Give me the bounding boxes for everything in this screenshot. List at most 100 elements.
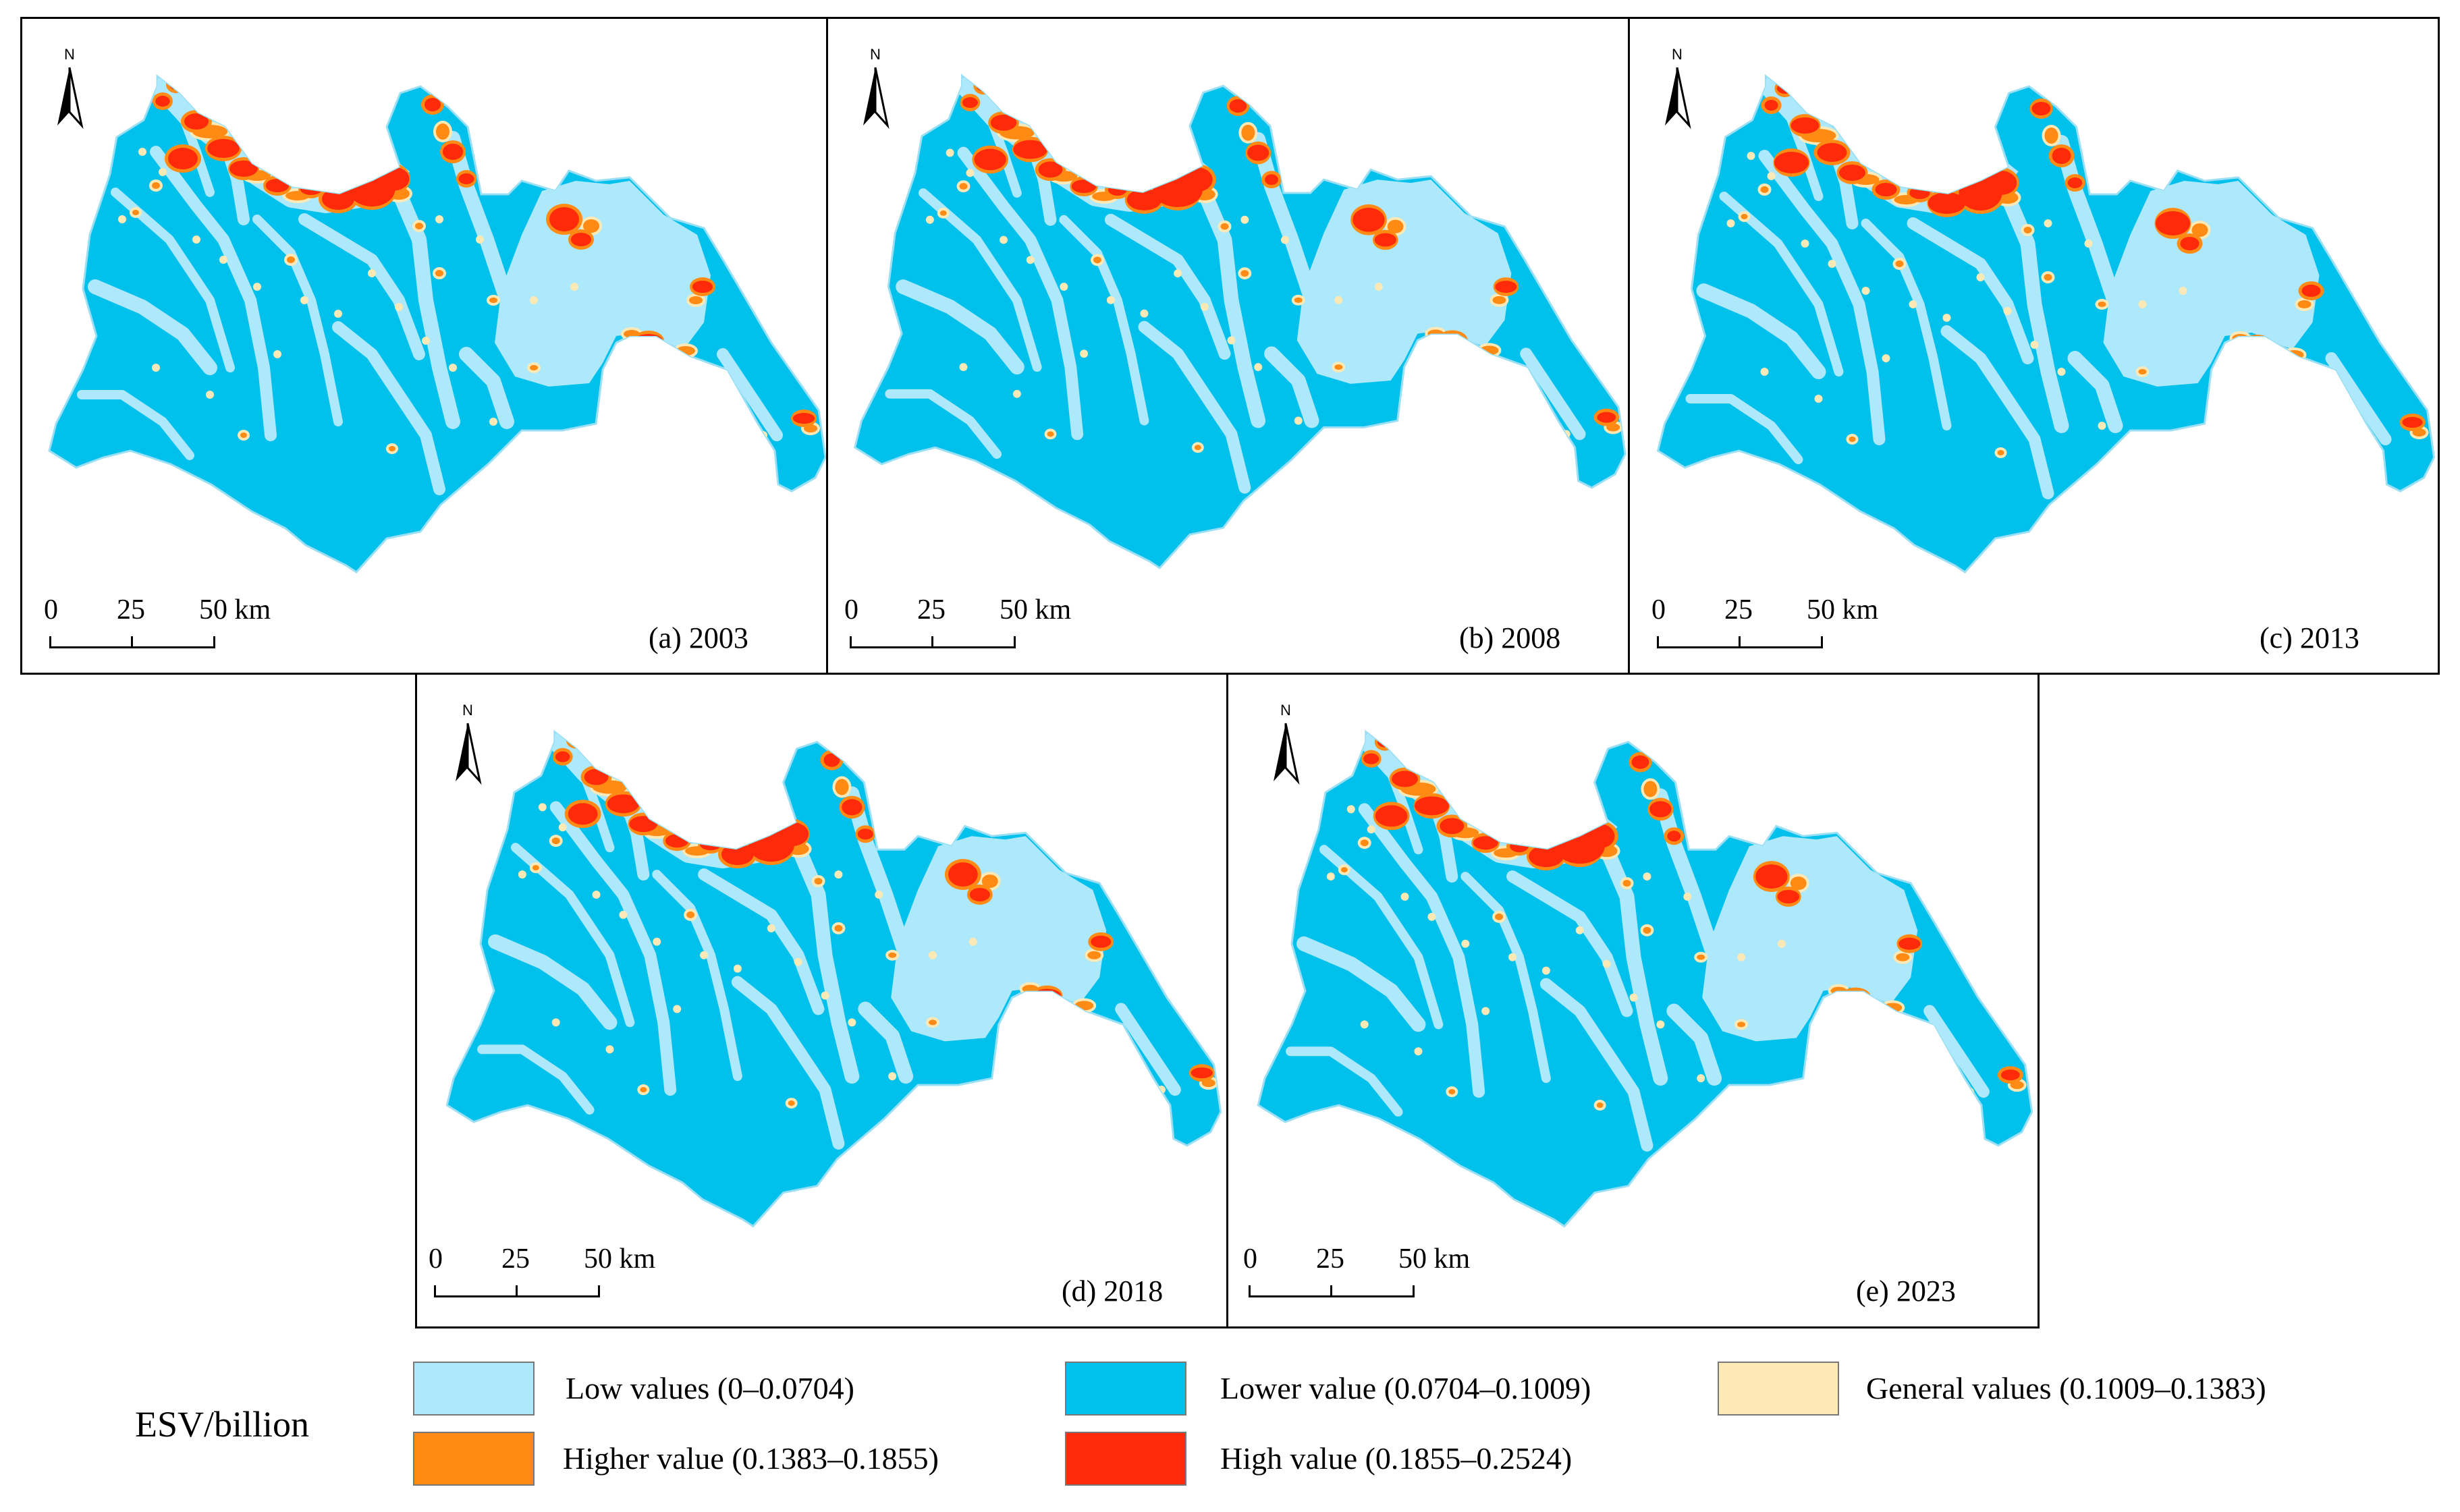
higher-value-patch [532, 865, 539, 871]
high-value-patch [1352, 207, 1385, 232]
higher-value-patch [530, 365, 538, 370]
low-value-valley [790, 840, 860, 1084]
general-value-patch [449, 364, 457, 372]
higher-value-patch [1334, 364, 1343, 370]
higher-value-patch [1074, 1001, 1094, 1011]
higher-value-patch [888, 952, 897, 958]
low-value-valley [111, 188, 235, 372]
higher-value-patch [1360, 839, 1369, 847]
general-value-patch [1060, 283, 1068, 291]
high-value-patch [1843, 990, 1868, 1005]
general-value-patch [966, 169, 975, 177]
scale-tick-50: 50 km [199, 594, 271, 625]
low-value-valley [510, 843, 635, 1028]
general-value-patch [968, 937, 977, 946]
low-value-valley [1520, 347, 1586, 441]
general-value-patch [1976, 273, 1985, 281]
low-value-valley [1696, 283, 1826, 379]
scale-bar-midtick [131, 636, 133, 648]
general-value-patch [1942, 314, 1951, 322]
high-value-patch [1183, 167, 1213, 192]
high-value-patch [184, 113, 209, 130]
general-value-patch [929, 951, 937, 959]
general-value-patch [1481, 1007, 1490, 1015]
general-value-patch [2098, 422, 2106, 430]
general-value-patch [570, 283, 578, 291]
low-value-valley [1666, 1003, 1722, 1086]
general-value-patch [1374, 283, 1383, 291]
high-value-patch [2052, 148, 2071, 164]
high-value-patch [1667, 831, 1681, 842]
general-value-patch [1468, 416, 1477, 425]
higher-value-patch [415, 223, 423, 229]
high-value-patch [1859, 1009, 1892, 1026]
general-value-patch [1000, 235, 1008, 244]
low-value-valley [2067, 351, 2123, 433]
low-value-valley [1296, 936, 1426, 1032]
general-value-patch [875, 891, 883, 899]
map-layer [445, 729, 1222, 1228]
legend-label-high: High value (0.1855–0.2524) [1220, 1441, 1573, 1476]
legend-swatch-general [1718, 1362, 1839, 1416]
higher-value-patch [551, 837, 560, 845]
low-value-region [2103, 181, 2320, 387]
higher-value-rim [1857, 1006, 1894, 1030]
high-value-patch [1898, 937, 1921, 950]
general-value-patch [946, 148, 954, 157]
scale-tick-50: 50 km [1000, 594, 1072, 625]
general-value-patch [1140, 309, 1149, 318]
high-value-patch [654, 353, 684, 369]
high-value-patch [207, 139, 240, 158]
higher-value-patch [436, 123, 449, 140]
legend-swatch-high [1065, 1432, 1186, 1486]
panel-label-d: (d) 2018 [1062, 1275, 1164, 1308]
low-value-valley [2054, 135, 2123, 312]
higher-value-patch [1622, 880, 1631, 887]
general-value-patch [1200, 302, 1209, 311]
low-value-valley [1830, 1019, 1948, 1137]
north-arrow-icon: N [447, 702, 488, 789]
high-value-patch [1817, 143, 1847, 162]
low-value-valley [2232, 367, 2350, 484]
scale-bar-midtick [931, 636, 933, 648]
scale-tick-25: 25 [917, 594, 946, 625]
low-value-valley [1460, 872, 1551, 1084]
higher-value-rim [1031, 985, 1063, 1006]
legend-label-lower: Lower value (0.0704–0.1009) [1220, 1371, 1591, 1405]
high-value-patch [1764, 100, 1778, 111]
legend-label-general: General values (0.1009–0.1383) [1866, 1371, 2266, 1405]
high-value-patch [2260, 357, 2295, 373]
high-value-patch [792, 413, 815, 424]
scale-tick-50: 50 km [1807, 594, 1879, 625]
higher-value-patch [2044, 274, 2052, 281]
scale-bar: 0 25 50 km [844, 594, 1071, 656]
low-value-valley [1861, 219, 1952, 430]
low-value-valley [1197, 186, 1266, 428]
low-value-valley [1907, 217, 2034, 364]
general-value-patch [2057, 368, 2066, 376]
general-value-patch [2003, 307, 2012, 315]
high-value-patch [692, 281, 713, 293]
general-value-patch [300, 296, 308, 304]
general-value-patch [767, 924, 775, 932]
high-value-patch [2031, 102, 2051, 115]
general-value-patch [435, 215, 443, 223]
higher-value-patch [2138, 369, 2147, 374]
low-value-valley [858, 1001, 914, 1084]
high-value-patch [969, 888, 990, 901]
high-value-patch [2155, 211, 2191, 235]
high-value-patch [1126, 189, 1162, 211]
general-value-patch [2138, 300, 2147, 308]
high-value-patch [1038, 161, 1063, 178]
general-value-patch [1106, 296, 1115, 304]
map-layer [48, 74, 827, 573]
higher-value-patch [814, 878, 823, 885]
higher-value-patch [287, 256, 295, 263]
general-value-patch [959, 363, 968, 372]
higher-value-patch [1760, 186, 1769, 193]
north-label: N [1672, 46, 1683, 63]
low-value-valley [918, 188, 1042, 372]
general-value-patch [624, 391, 632, 399]
general-value-patch [1414, 1047, 1423, 1056]
general-value-patch [1012, 389, 1021, 398]
